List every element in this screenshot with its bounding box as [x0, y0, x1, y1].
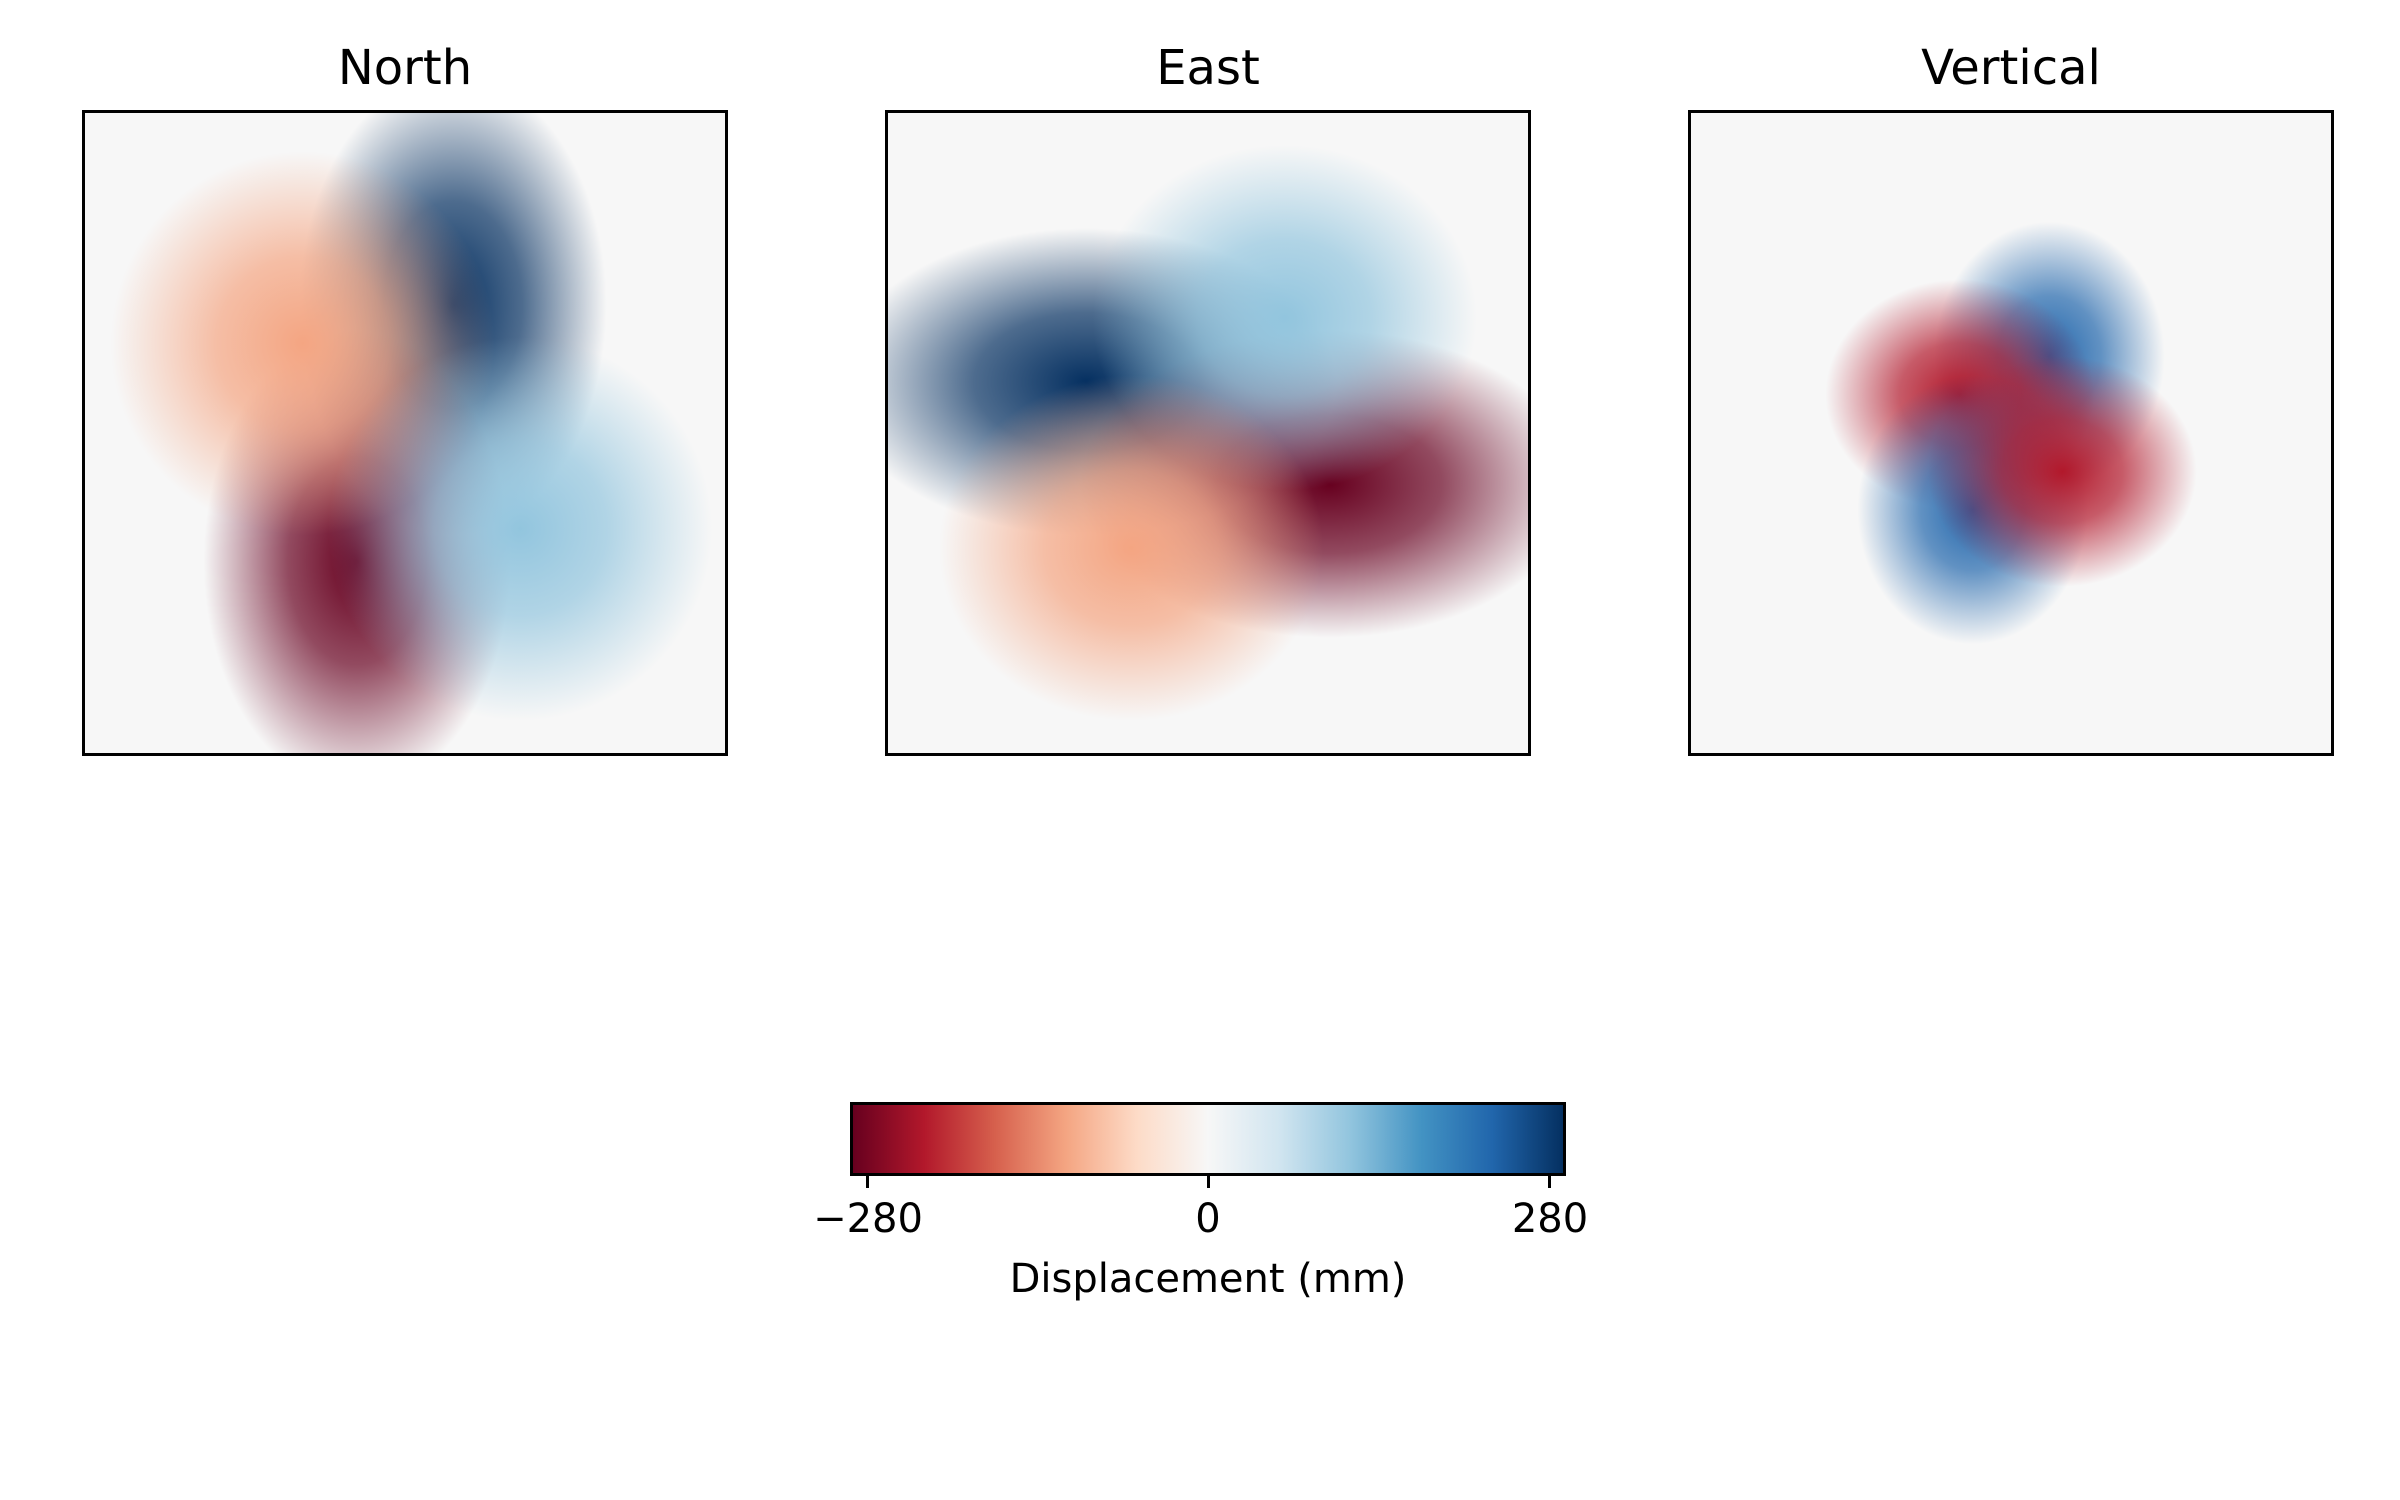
vertical-displacement-map — [1688, 110, 2334, 756]
heatmap-lobe-negative — [1927, 356, 2197, 587]
colorbar-tick-max — [1548, 1176, 1551, 1188]
colorbar-tick-zero — [1207, 1176, 1210, 1188]
heatmap-lobe-negative — [939, 375, 1324, 721]
colorbar-tick-label-max: 280 — [1511, 1196, 1589, 1242]
heatmap-lobe-positive — [328, 337, 713, 721]
colorbar — [850, 1102, 1566, 1176]
panel-title-north: North — [337, 40, 473, 96]
panel-title-east: East — [1156, 40, 1260, 96]
colorbar-tick-label-min: −280 — [813, 1196, 923, 1242]
east-displacement-map — [885, 110, 1531, 756]
heatmap-svg — [888, 113, 1528, 753]
colorbar-label: Displacement (mm) — [1009, 1256, 1407, 1302]
heatmap-svg — [1691, 113, 2331, 753]
panel-title-vertical: Vertical — [1921, 40, 2101, 96]
colorbar-tick-label-zero: 0 — [1195, 1196, 1221, 1242]
heatmap-svg — [85, 113, 725, 753]
colorbar-tick-min — [866, 1176, 869, 1188]
north-displacement-map — [82, 110, 728, 756]
